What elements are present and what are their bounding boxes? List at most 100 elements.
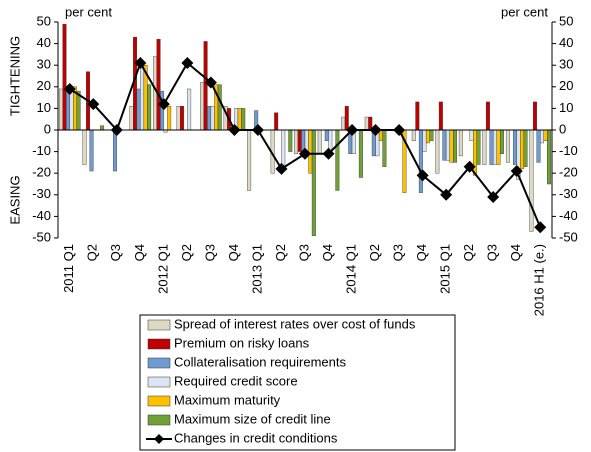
bar <box>167 106 172 131</box>
bar <box>241 108 246 131</box>
bar <box>520 129 524 170</box>
bar <box>210 106 215 131</box>
bar <box>153 56 157 131</box>
bar <box>237 108 242 131</box>
line-marker <box>110 124 123 136</box>
bar <box>247 129 252 191</box>
bar <box>425 129 430 144</box>
x-tick-label: Q2 <box>85 244 100 261</box>
x-tick-label: Q4 <box>226 244 241 261</box>
legend-marker <box>154 434 164 444</box>
line-marker <box>416 169 429 182</box>
right-unit: per cent <box>501 4 548 19</box>
bar <box>536 129 541 163</box>
y-tick-label: -40 <box>32 208 51 223</box>
bar <box>82 129 87 165</box>
line-marker <box>157 98 170 111</box>
line-marker <box>463 160 476 173</box>
line-marker <box>510 165 523 178</box>
bar <box>411 129 416 142</box>
y2-tick-label: 10 <box>559 100 573 115</box>
line-marker <box>322 147 335 160</box>
legend-label: Maximum maturity <box>174 392 281 407</box>
x-tick-label: 2016 H1 (e.) <box>532 244 547 316</box>
bar <box>200 82 205 131</box>
bar <box>335 129 340 191</box>
legend-swatch <box>147 376 171 388</box>
x-tick-label: Q3 <box>108 244 123 261</box>
x-tick-label: Q4 <box>132 244 147 261</box>
bar <box>294 129 299 154</box>
bar <box>147 84 152 131</box>
x-tick-label: Q2 <box>273 244 288 261</box>
x-tick-label: 2011 Q1 <box>61 244 76 293</box>
bar <box>341 116 346 131</box>
x-tick-label: Q2 <box>461 244 476 261</box>
line-marker <box>393 124 406 136</box>
bar <box>523 129 528 167</box>
bar <box>324 129 329 142</box>
y-tick-label: -20 <box>32 165 51 180</box>
bar <box>113 129 118 172</box>
legend-swatch <box>147 319 171 331</box>
y2-tick-label: 0 <box>559 121 566 136</box>
x-tick-label: 2013 Q1 <box>249 244 264 294</box>
bar <box>176 106 181 131</box>
line-marker <box>369 124 382 136</box>
line-marker <box>63 82 76 95</box>
y-tick-label: 50 <box>37 13 51 28</box>
y-tick-label: 40 <box>37 35 51 50</box>
bar <box>482 129 487 165</box>
line-marker <box>251 124 264 136</box>
legend-label: Premium on risky loans <box>174 335 310 350</box>
y2-tick-label: -50 <box>559 229 578 244</box>
bar <box>485 101 490 131</box>
bar <box>438 101 443 131</box>
bar <box>203 41 208 131</box>
x-tick-label: 2012 Q1 <box>155 244 170 294</box>
bar <box>89 129 94 172</box>
line-marker <box>87 98 100 111</box>
bar <box>69 88 74 131</box>
bar <box>449 129 454 163</box>
x-tick-label: Q3 <box>202 244 217 261</box>
bar <box>297 129 302 152</box>
y2-tick-label: 40 <box>559 35 573 50</box>
bar <box>489 129 494 165</box>
bar <box>62 23 67 131</box>
bar <box>453 129 457 163</box>
bar <box>129 106 134 131</box>
y2-tick-label: -30 <box>559 186 578 201</box>
bar <box>344 106 349 131</box>
x-tick-label: 2014 Q1 <box>343 244 358 294</box>
bar <box>469 129 474 142</box>
y2-tick-label: -40 <box>559 208 578 223</box>
legend-box <box>139 314 456 451</box>
line-marker <box>346 124 359 136</box>
legend-label: Spread of interest rates over cost of fu… <box>174 316 416 331</box>
y2-tick-label: -10 <box>559 143 578 158</box>
bar <box>415 101 420 131</box>
bar <box>58 88 63 131</box>
line-marker <box>134 57 147 70</box>
bar <box>442 129 447 161</box>
x-tick-label: Q2 <box>367 244 382 261</box>
bar <box>364 116 369 131</box>
x-tick-label: Q4 <box>320 244 335 261</box>
bar <box>281 129 286 167</box>
bar <box>76 90 81 131</box>
y-tick-label: 20 <box>37 78 51 93</box>
bar <box>422 129 427 152</box>
bar <box>543 129 548 142</box>
bar <box>187 88 192 131</box>
legend-swatch <box>147 414 171 426</box>
bar <box>435 129 440 174</box>
bar <box>274 112 279 131</box>
line-marker <box>204 76 217 89</box>
y-tick-label: 30 <box>37 57 51 72</box>
bar <box>207 106 212 131</box>
legend-swatch <box>147 338 171 350</box>
y2-tick-label: 50 <box>559 13 573 28</box>
bar <box>358 129 363 178</box>
